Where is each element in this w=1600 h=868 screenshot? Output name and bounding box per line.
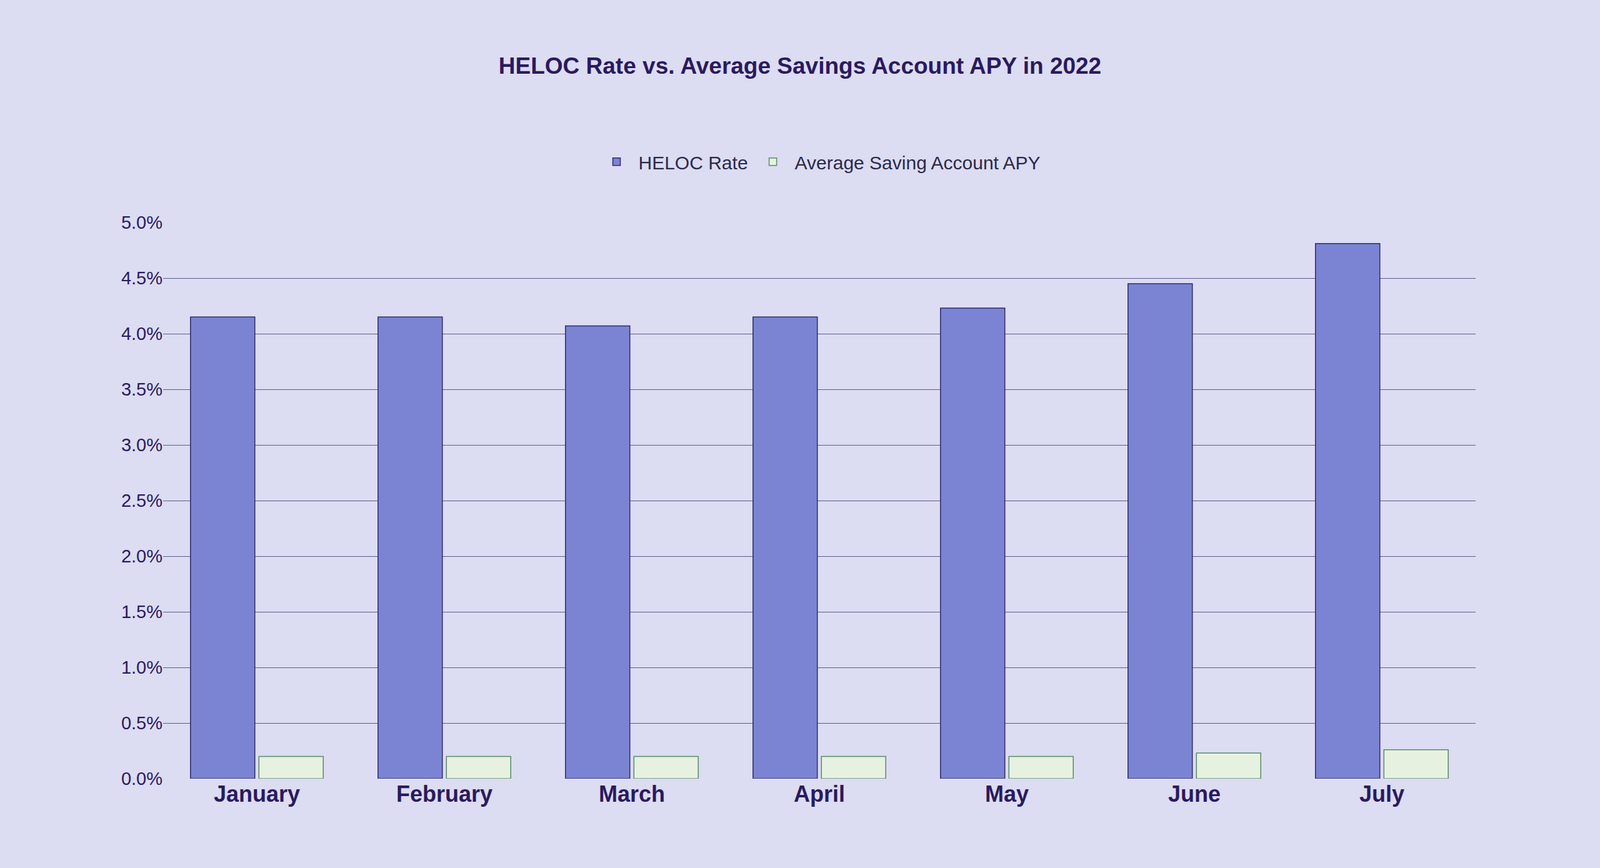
svg-text:3.0%: 3.0% [121, 435, 163, 455]
svg-text:Average Saving Account APY: Average Saving Account APY [795, 152, 1041, 174]
svg-text:1.5%: 1.5% [121, 601, 163, 622]
svg-text:2.0%: 2.0% [121, 546, 163, 567]
svg-text:June: June [1168, 781, 1221, 807]
svg-text:January: January [213, 781, 300, 807]
svg-text:March: March [598, 781, 665, 807]
svg-text:July: July [1359, 781, 1405, 807]
svg-text:4.0%: 4.0% [121, 323, 163, 344]
svg-text:HELOC Rate: HELOC Rate [638, 152, 749, 174]
svg-text:5.0%: 5.0% [121, 212, 163, 233]
svg-text:3.5%: 3.5% [121, 379, 163, 400]
svg-text:2.5%: 2.5% [121, 490, 163, 511]
svg-text:February: February [396, 781, 493, 807]
svg-text:April: April [793, 781, 845, 807]
svg-text:1.0%: 1.0% [121, 657, 163, 678]
svg-text:4.5%: 4.5% [121, 268, 163, 289]
svg-text:HELOC Rate vs. Average Savings: HELOC Rate vs. Average Savings Account A… [498, 53, 1102, 79]
svg-text:May: May [985, 781, 1029, 807]
svg-text:0.0%: 0.0% [121, 768, 163, 789]
svg-text:0.5%: 0.5% [121, 713, 163, 734]
